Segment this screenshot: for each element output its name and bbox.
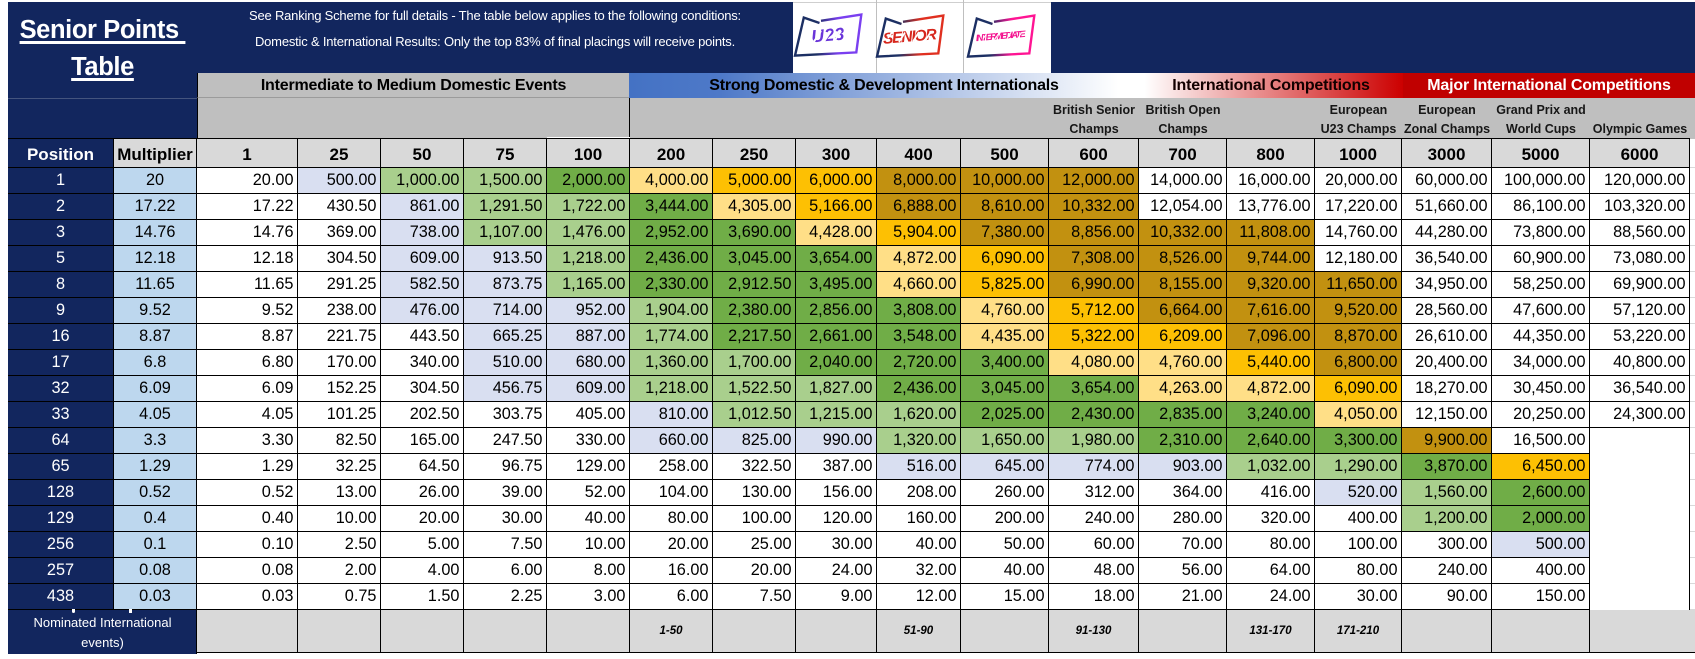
svg-text:SENIOR: SENIOR [882, 26, 938, 48]
svg-text:INTERMEDIATE: INTERMEDIATE [975, 29, 1027, 43]
